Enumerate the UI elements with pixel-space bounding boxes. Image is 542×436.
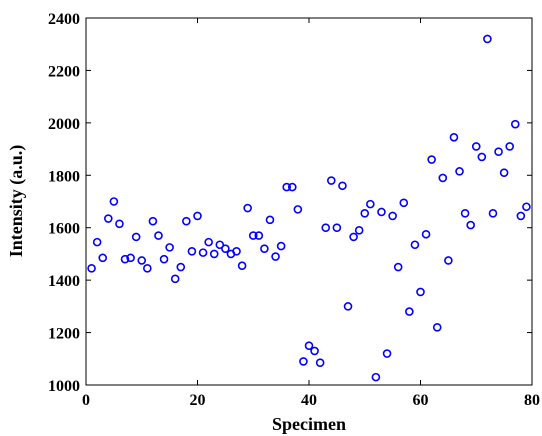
x-tick-label: 20 bbox=[190, 392, 206, 409]
data-point bbox=[315, 358, 325, 368]
data-point bbox=[104, 214, 113, 223]
data-point bbox=[477, 152, 487, 162]
x-tick-label: 80 bbox=[524, 392, 540, 409]
data-point bbox=[494, 147, 503, 156]
data-point bbox=[382, 349, 392, 358]
data-point bbox=[377, 207, 386, 217]
x-axis-label: Specimen bbox=[272, 414, 346, 434]
data-point bbox=[304, 341, 314, 350]
data-point bbox=[343, 302, 353, 311]
data-point bbox=[109, 197, 119, 206]
data-point bbox=[187, 247, 197, 256]
data-point bbox=[282, 182, 292, 192]
y-tick-label: 1800 bbox=[48, 168, 80, 185]
data-point bbox=[416, 287, 425, 297]
data-point bbox=[471, 142, 481, 151]
data-point bbox=[349, 232, 358, 242]
data-point bbox=[466, 220, 475, 230]
data-point bbox=[421, 229, 431, 239]
data-point bbox=[299, 357, 308, 366]
data-point bbox=[148, 216, 158, 226]
data-point bbox=[198, 248, 208, 257]
data-point bbox=[182, 216, 191, 226]
data-point bbox=[287, 182, 297, 192]
y-tick-label: 1600 bbox=[48, 221, 80, 238]
data-point bbox=[215, 240, 225, 250]
y-tick-label: 1200 bbox=[48, 326, 80, 343]
data-point bbox=[260, 244, 269, 253]
data-point bbox=[265, 215, 275, 225]
data-point bbox=[143, 264, 152, 273]
data-point bbox=[438, 173, 448, 183]
y-tick-label: 1000 bbox=[48, 378, 80, 395]
data-point bbox=[209, 249, 219, 259]
data-point bbox=[126, 253, 135, 263]
data-point bbox=[254, 231, 264, 240]
data-point bbox=[332, 223, 342, 233]
data-point bbox=[232, 247, 241, 256]
y-tick-label: 1400 bbox=[48, 273, 80, 290]
data-point bbox=[131, 232, 141, 242]
data-point bbox=[354, 226, 364, 235]
data-point bbox=[154, 231, 163, 240]
data-point bbox=[499, 168, 509, 177]
data-point bbox=[399, 198, 409, 208]
data-point bbox=[444, 256, 453, 265]
data-point bbox=[405, 307, 414, 316]
data-point bbox=[248, 231, 258, 240]
x-tick-label: 60 bbox=[413, 392, 429, 409]
data-point bbox=[321, 223, 331, 233]
data-point bbox=[393, 262, 403, 272]
data-point bbox=[193, 211, 202, 221]
data-point bbox=[165, 243, 174, 252]
data-point bbox=[115, 219, 124, 229]
y-tick-label: 2400 bbox=[48, 11, 80, 28]
data-point bbox=[310, 346, 319, 356]
data-point bbox=[366, 199, 375, 209]
data-point bbox=[326, 176, 336, 185]
data-point bbox=[516, 211, 526, 221]
data-point bbox=[427, 155, 436, 164]
data-point bbox=[237, 261, 247, 271]
data-point bbox=[221, 244, 230, 253]
data-point bbox=[204, 237, 213, 247]
data-point bbox=[455, 167, 464, 176]
y-tick-label: 2000 bbox=[48, 116, 80, 133]
data-point bbox=[460, 208, 470, 218]
data-point bbox=[271, 252, 280, 261]
x-tick-label: 40 bbox=[301, 392, 317, 409]
data-point bbox=[170, 274, 180, 284]
y-axis-label: Intensity (a.u.) bbox=[6, 145, 27, 258]
data-point bbox=[338, 181, 347, 191]
y-tick-label: 2200 bbox=[48, 63, 80, 80]
data-point bbox=[120, 254, 130, 264]
data-point bbox=[360, 208, 370, 218]
data-point bbox=[371, 372, 381, 382]
data-point bbox=[522, 202, 531, 212]
data-point bbox=[276, 241, 286, 251]
data-point bbox=[410, 240, 420, 250]
data-point bbox=[243, 203, 252, 213]
data-point bbox=[98, 253, 108, 263]
data-point bbox=[483, 34, 492, 44]
data-point bbox=[92, 237, 102, 247]
plot-frame bbox=[85, 17, 533, 386]
data-point bbox=[137, 256, 147, 265]
data-point bbox=[510, 119, 520, 129]
data-point bbox=[176, 262, 186, 272]
data-point bbox=[449, 132, 459, 142]
data-point bbox=[159, 254, 169, 264]
x-tick-label: 0 bbox=[82, 392, 90, 409]
data-point bbox=[388, 211, 397, 221]
data-point bbox=[293, 205, 303, 214]
data-point bbox=[87, 264, 96, 273]
data-point bbox=[432, 323, 442, 332]
data-point bbox=[505, 142, 515, 151]
data-point bbox=[488, 208, 498, 218]
